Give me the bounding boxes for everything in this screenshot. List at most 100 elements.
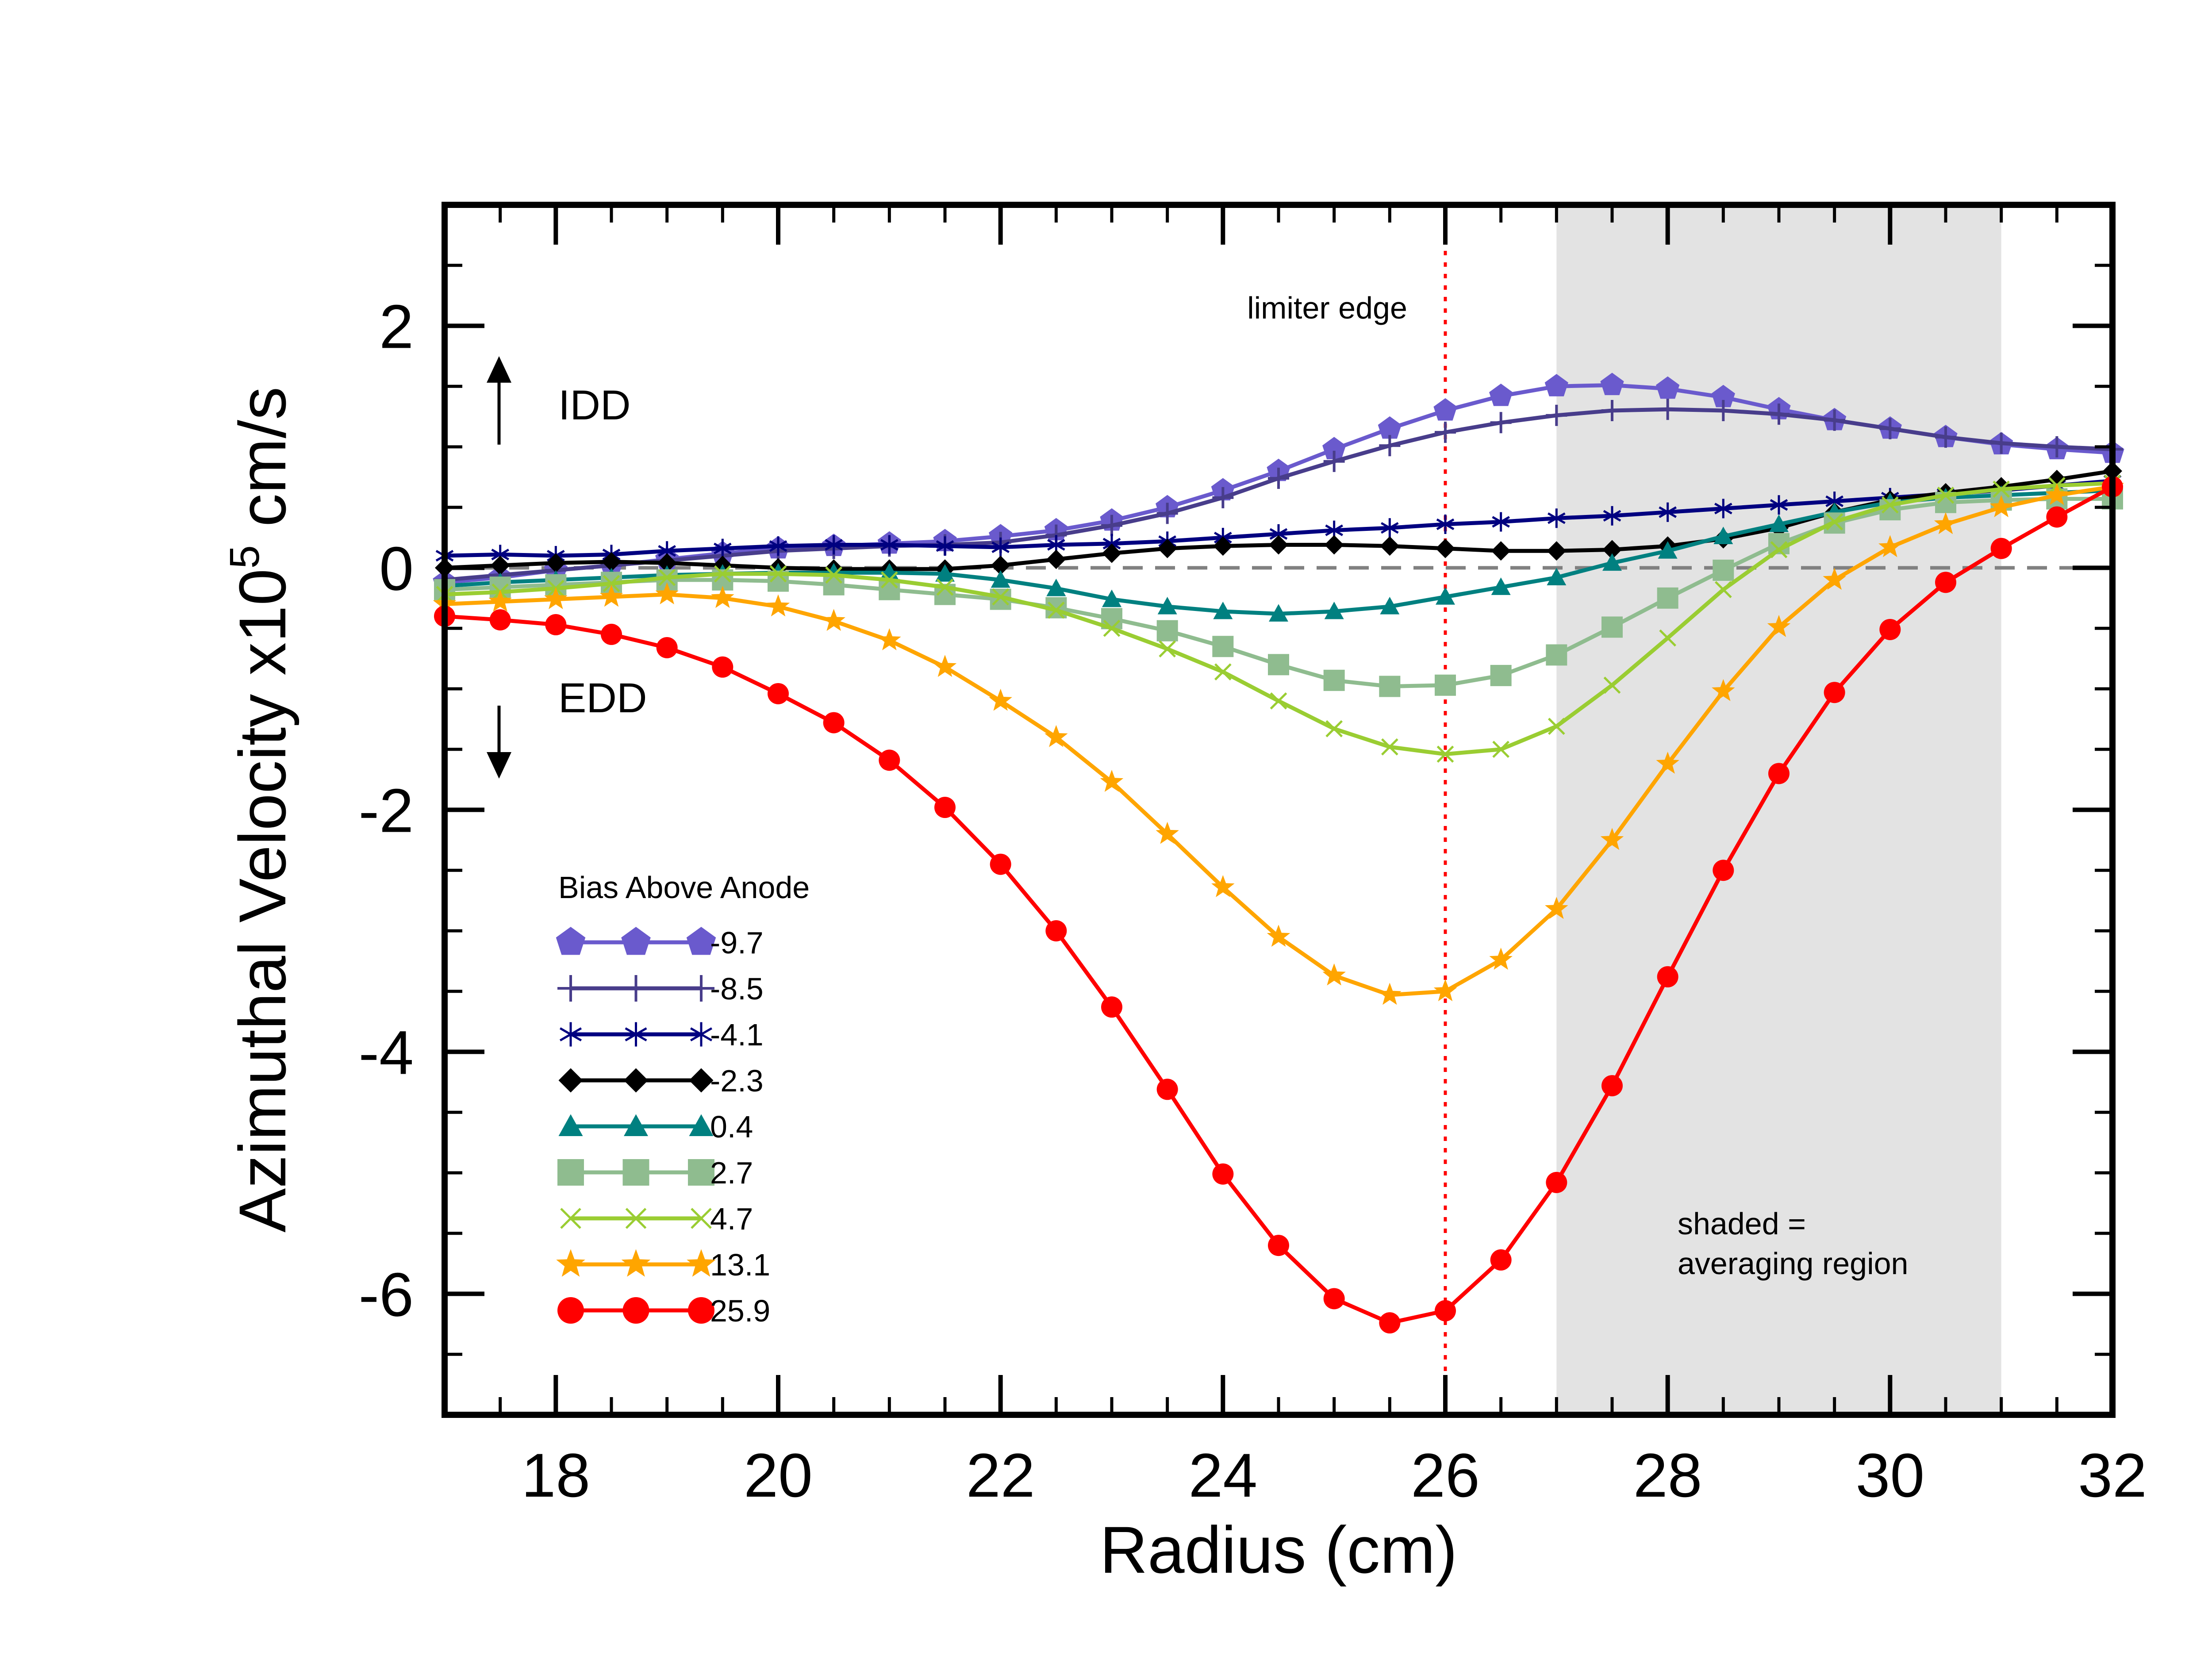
data-point [1436,538,1455,558]
data-point [1159,640,1176,658]
marker-shape [1381,738,1398,756]
marker-shape [1547,568,1567,585]
marker-shape [1713,526,1733,544]
marker-shape [1156,1079,1178,1100]
data-point [714,565,731,583]
legend-marker [686,927,716,955]
marker-shape [658,545,676,557]
legend-marker [556,1249,585,1277]
legend-marker [689,1068,714,1093]
marker-shape [1045,725,1068,747]
marker-shape [691,1208,712,1229]
marker-shape [624,1114,648,1136]
data-point [1770,541,1788,558]
marker-shape [825,566,843,584]
marker-shape [1268,654,1289,676]
marker-shape [1490,1249,1512,1271]
data-point [1324,535,1344,555]
marker-shape [1878,535,1902,557]
marker-shape [657,553,677,573]
marker-shape [556,927,586,955]
legend-marker [622,975,649,1002]
marker-shape [1544,374,1568,396]
marker-shape [991,541,1010,553]
marker-shape [1213,601,1233,619]
data-point [2046,506,2068,528]
legend-marker [621,1249,651,1277]
marker-shape [1823,568,1846,590]
legend-entry--9.7: -9.7 [556,926,764,960]
data-point [1600,373,1624,396]
legend-marker [691,1208,712,1229]
data-point [1046,549,1066,569]
edd-label: EDD [558,675,647,722]
marker-shape [1378,416,1402,439]
marker-shape [1380,536,1400,556]
marker-shape [1545,897,1568,919]
marker-shape [1712,679,1735,701]
data-point [1656,751,1679,774]
legend-marker [624,1068,648,1093]
marker-shape [1714,581,1732,599]
data-point [1603,676,1621,694]
marker-shape [880,539,899,551]
marker-shape [686,927,716,955]
marker-shape [1656,751,1679,774]
legend-marker [557,1159,584,1186]
marker-shape [1659,629,1677,647]
data-point [1045,725,1068,747]
marker-shape [1825,495,1843,507]
legend-entry-0.4: 0.4 [558,1110,753,1144]
marker-shape [1269,535,1288,555]
data-point [1602,553,1622,571]
data-point [879,749,900,771]
data-point [1323,1288,1345,1310]
data-point [1823,568,1846,590]
data-point [1100,769,1124,792]
data-point [1491,577,1511,595]
marker-shape [1602,540,1622,560]
marker-shape [1489,384,1513,406]
data-point [1602,540,1622,560]
marker-shape [621,927,651,955]
marker-shape [1323,669,1345,691]
legend-marker [625,1022,647,1047]
marker-shape [714,565,731,583]
data-point [1490,412,1512,434]
legend-label: -4.1 [710,1018,764,1052]
marker-shape [936,578,954,596]
marker-shape [1602,553,1622,571]
data-point [1489,384,1513,406]
marker-shape [1103,619,1121,637]
marker-shape [1770,499,1788,511]
data-point [936,578,954,596]
data-point [1547,541,1567,561]
annotation-layer: limiter edge IDD EDD shaded = averaging … [487,291,1908,1281]
marker-shape [1990,538,2012,559]
marker-shape [1324,601,1344,619]
legend-label: -8.5 [710,972,764,1006]
data-point [1156,822,1179,844]
data-point [1270,692,1287,710]
marker-shape [1548,512,1566,524]
marker-shape [546,553,566,573]
data-point [1436,587,1455,605]
series-25.9 [434,476,2123,1334]
marker-shape [1491,541,1511,561]
data-point [935,564,955,582]
data-point [1489,948,1513,970]
data-point [1379,676,1401,697]
data-point [1713,860,1734,881]
data-point [1381,518,1399,538]
marker-shape [1993,480,2010,498]
data-point [1545,897,1568,919]
y-tick-label: -2 [359,776,414,845]
data-point [1213,601,1233,619]
data-point [769,536,787,556]
marker-shape [601,623,622,645]
data-point [1993,480,2010,498]
marker-shape [1600,373,1624,396]
marker-shape [491,549,509,561]
